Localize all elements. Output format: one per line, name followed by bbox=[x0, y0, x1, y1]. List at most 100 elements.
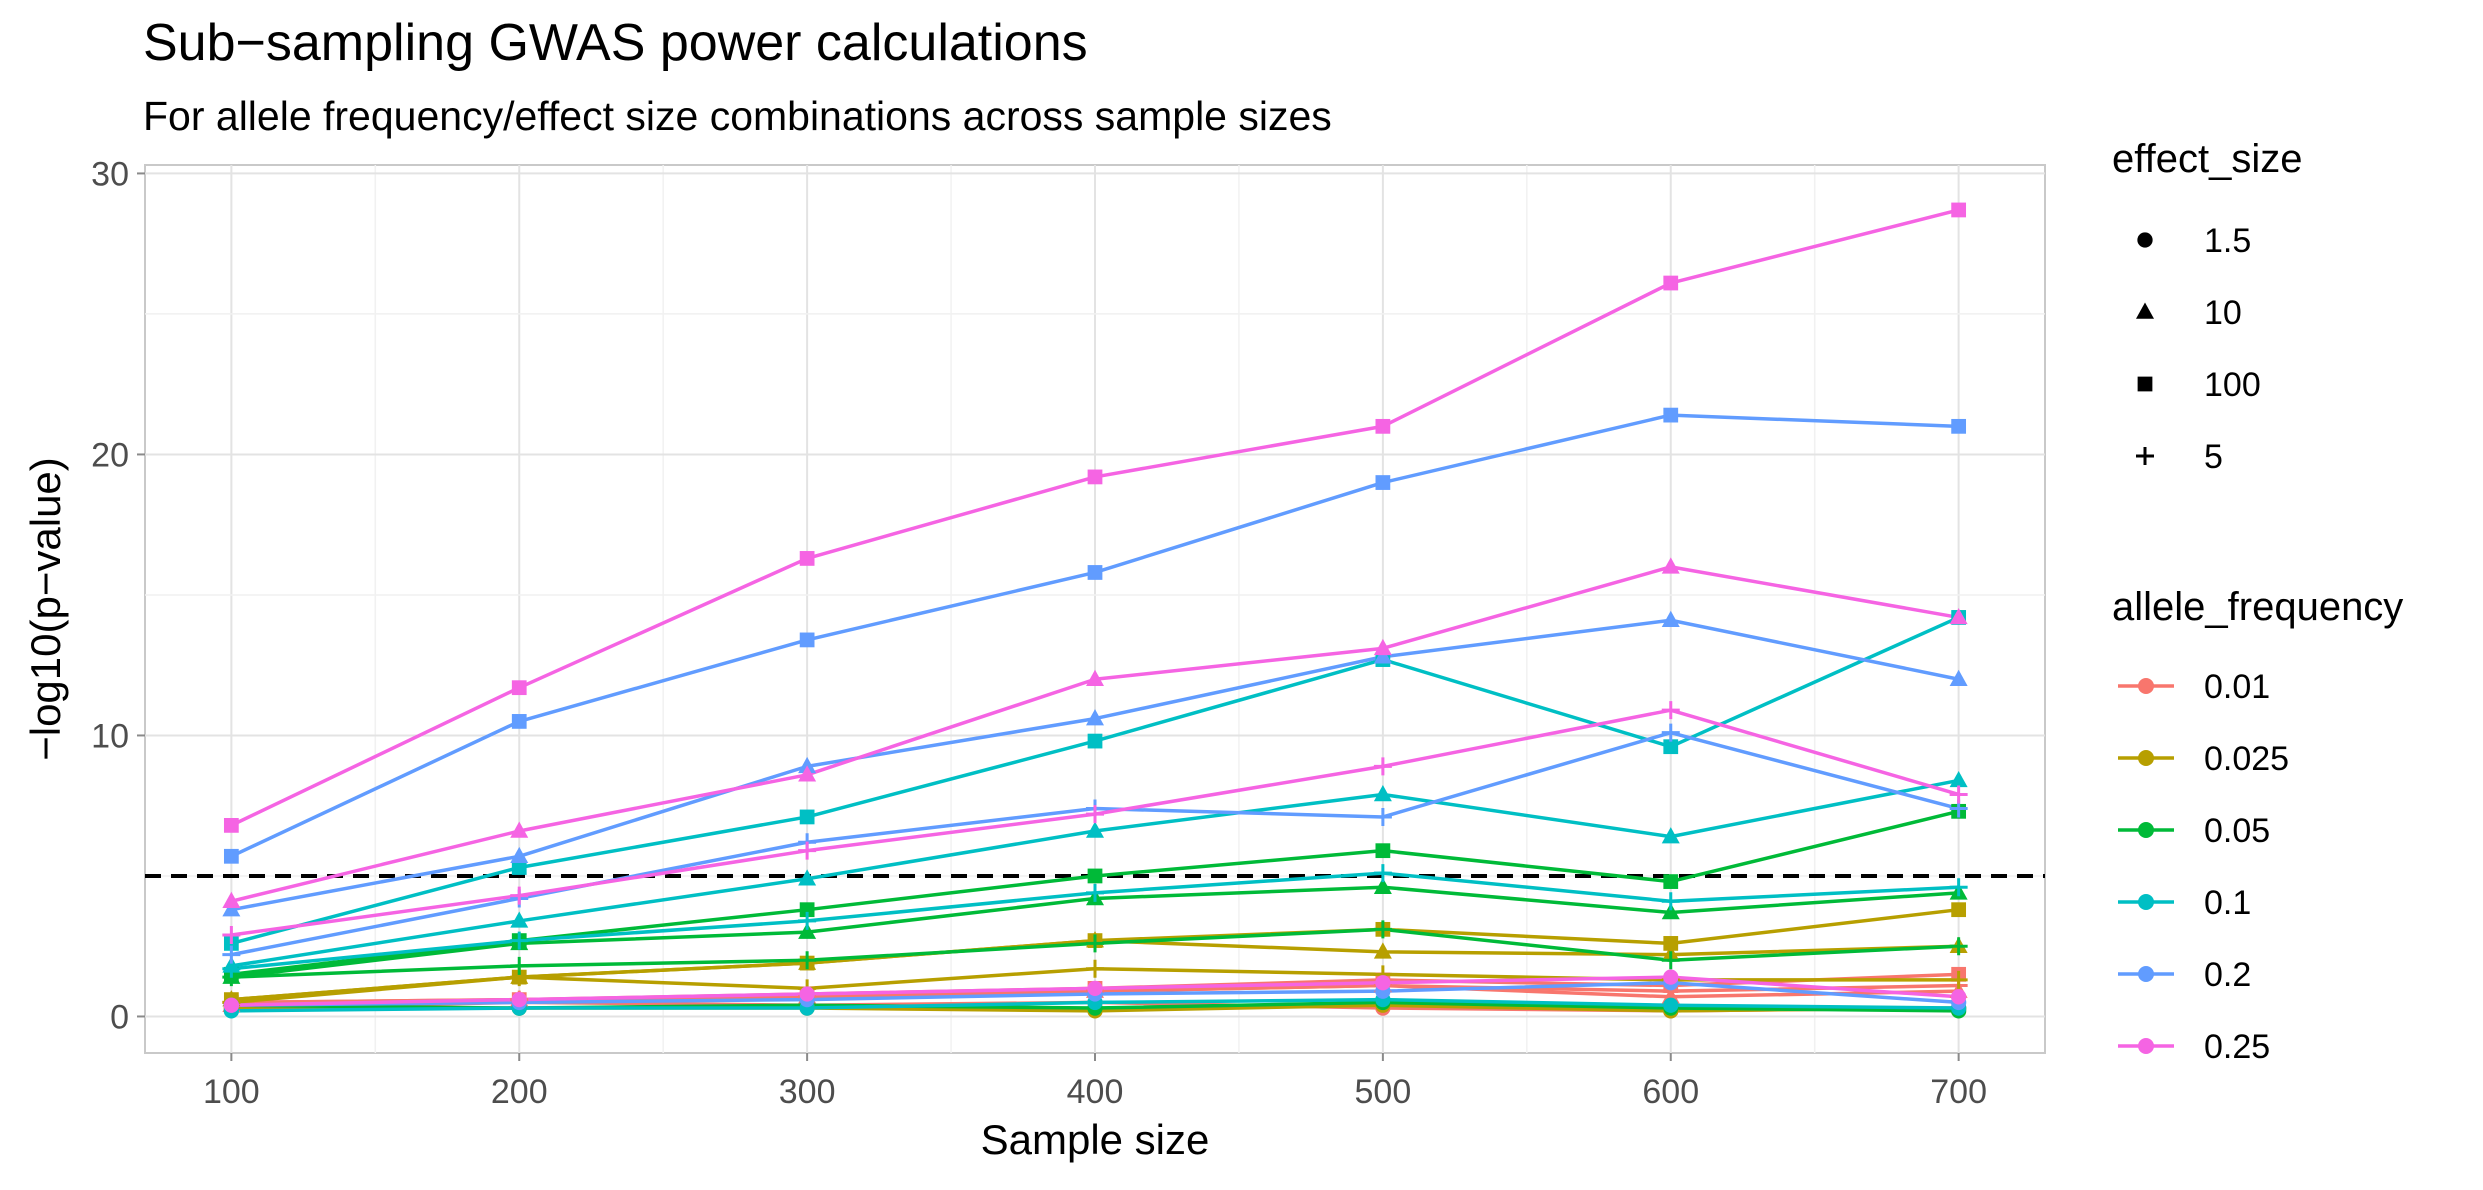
data-point-af-0.025-es-100 bbox=[1951, 902, 1967, 918]
legend-label-effect-size: 5 bbox=[2204, 438, 2223, 476]
data-point-af-0.25-es-1.5 bbox=[1375, 975, 1391, 991]
legend-key-square bbox=[2137, 376, 2153, 392]
data-point-af-0.2-es-10 bbox=[1086, 709, 1104, 726]
data-point-af-0.1-es-5 bbox=[798, 911, 817, 930]
legend-key-point bbox=[2138, 822, 2154, 838]
x-tick-label: 200 bbox=[491, 1073, 548, 1111]
data-point-af-0.25-es-5 bbox=[1661, 701, 1680, 720]
legend-label-allele-frequency: 0.1 bbox=[2204, 884, 2251, 922]
data-point-af-0.2-es-100 bbox=[1087, 565, 1103, 580]
data-point-af-0.25-es-100 bbox=[1951, 202, 1967, 218]
data-point-af-0.025-es-100 bbox=[1663, 936, 1679, 951]
data-point-af-0.1-es-10 bbox=[1949, 770, 1968, 788]
data-point-af-0.05-es-100 bbox=[1375, 843, 1391, 859]
data-point-af-0.1-es-100 bbox=[1087, 733, 1103, 749]
data-point-af-0.25-es-5 bbox=[1373, 757, 1392, 776]
data-point-af-0.25-es-100 bbox=[1087, 469, 1103, 485]
data-point-af-0.2-es-10 bbox=[510, 846, 529, 864]
data-point-af-0.25-es-100 bbox=[511, 680, 527, 696]
legend-title-allele-frequency: allele_frequency bbox=[2112, 585, 2403, 629]
data-point-af-0.2-es-10 bbox=[1373, 647, 1392, 664]
data-point-af-0.05-es-10 bbox=[798, 922, 817, 939]
data-point-af-0.025-es-10 bbox=[1373, 942, 1392, 959]
y-tick-label: 20 bbox=[91, 436, 129, 474]
x-tick-label: 300 bbox=[779, 1073, 836, 1111]
data-point-af-0.05-es-10 bbox=[1373, 877, 1392, 894]
data-point-af-0.25-es-5 bbox=[222, 925, 241, 944]
data-point-af-0.25-es-10 bbox=[1949, 607, 1968, 625]
data-point-af-0.25-es-100 bbox=[1663, 275, 1679, 291]
x-tick-label: 600 bbox=[1642, 1073, 1699, 1111]
data-point-af-0.2-es-10 bbox=[1949, 669, 1968, 687]
data-point-af-0.05-es-10 bbox=[1661, 903, 1680, 920]
data-point-af-0.1-es-5 bbox=[1086, 883, 1104, 902]
data-point-af-0.25-es-10 bbox=[510, 821, 529, 838]
legend-key-point bbox=[2138, 750, 2154, 766]
data-point-af-0.2-es-100 bbox=[1663, 407, 1679, 423]
data-point-af-0.1-es-5 bbox=[1949, 878, 1968, 897]
legend-title-effect-size: effect_size bbox=[2112, 137, 2303, 181]
data-point-af-0.25-es-1.5 bbox=[1950, 989, 1967, 1005]
data-point-af-0.1-es-5 bbox=[1373, 864, 1392, 883]
data-point-af-0.25-es-5 bbox=[510, 886, 529, 905]
x-tick-label: 400 bbox=[1067, 1073, 1124, 1111]
data-point-af-0.25-es-100 bbox=[223, 817, 239, 833]
legend-key-triangle bbox=[2136, 302, 2154, 319]
data-point-af-0.1-es-1.5 bbox=[1663, 997, 1679, 1013]
legend-allele-frequency: allele_frequency 0.01 0.025 0.05 0.1 0.2 0.25 bbox=[2112, 585, 2403, 1066]
data-point-af-0.1-es-5 bbox=[1661, 892, 1680, 911]
data-point-af-0.25-es-5 bbox=[798, 841, 817, 860]
data-point-af-0.1-es-100 bbox=[511, 860, 527, 875]
data-point-af-0.05-es-100 bbox=[1087, 868, 1103, 884]
data-point-af-0.25-es-10 bbox=[1661, 557, 1680, 574]
data-point-af-0.05-es-5 bbox=[1086, 934, 1104, 953]
data-point-af-0.05-es-5 bbox=[510, 956, 529, 975]
data-point-af-0.25-es-10 bbox=[1373, 638, 1392, 656]
data-point-af-0.25-es-1.5 bbox=[1663, 969, 1679, 985]
data-point-af-0.05-es-5 bbox=[1661, 951, 1680, 970]
chart-subtitle: For allele frequency/effect size combina… bbox=[143, 93, 1332, 139]
x-tick-label: 100 bbox=[203, 1073, 260, 1111]
legend-label-allele-frequency: 0.25 bbox=[2204, 1028, 2270, 1066]
legend-label-allele-frequency: 0.05 bbox=[2204, 812, 2270, 850]
data-point-af-0.2-es-5 bbox=[222, 945, 241, 964]
legend-label-effect-size: 100 bbox=[2204, 366, 2261, 404]
data-point-af-0.1-es-5 bbox=[510, 931, 529, 950]
data-point-af-0.1-es-10 bbox=[1373, 785, 1392, 802]
data-point-af-0.1-es-10 bbox=[1661, 827, 1680, 844]
y-tick-label: 0 bbox=[110, 998, 129, 1036]
legend-label-effect-size: 1.5 bbox=[2204, 222, 2251, 260]
data-point-af-0.25-es-1.5 bbox=[799, 986, 815, 1002]
legend-key-point bbox=[2138, 894, 2154, 910]
y-axis-ticks: 0 10 20 30 bbox=[91, 155, 145, 1036]
y-tick-label: 30 bbox=[91, 155, 129, 193]
data-point-af-0.05-es-100 bbox=[1663, 874, 1679, 889]
legend-label-allele-frequency: 0.025 bbox=[2204, 740, 2289, 778]
legend-key-point bbox=[2138, 1038, 2154, 1054]
data-point-af-0.2-es-5 bbox=[1661, 723, 1680, 742]
data-point-af-0.25-es-5 bbox=[1086, 805, 1104, 824]
data-point-af-0.25-es-1.5 bbox=[1087, 980, 1103, 997]
data-point-af-0.2-es-100 bbox=[799, 632, 815, 648]
series-points bbox=[222, 202, 1968, 1019]
data-point-af-0.1-es-100 bbox=[799, 809, 815, 825]
chart-title: Sub−sampling GWAS power calculations bbox=[143, 14, 1088, 72]
data-point-af-0.2-es-100 bbox=[1375, 475, 1391, 490]
y-axis-label: −log10(p−value) bbox=[22, 457, 69, 761]
legend-label-allele-frequency: 0.01 bbox=[2204, 668, 2270, 706]
legend-effect-size: effect_size 1.5 10 100 5 bbox=[2112, 137, 2303, 476]
data-point-af-0.025-es-5 bbox=[1086, 959, 1104, 978]
data-point-af-0.25-es-10 bbox=[222, 891, 241, 909]
legend-label-allele-frequency: 0.2 bbox=[2204, 956, 2251, 994]
x-axis-label: Sample size bbox=[981, 1116, 1210, 1163]
x-axis-ticks: 100 200 300 400 500 600 700 bbox=[203, 1053, 1987, 1111]
data-point-af-0.25-es-10 bbox=[798, 765, 817, 782]
data-point-af-0.2-es-100 bbox=[223, 848, 239, 864]
legend-key-point bbox=[2138, 966, 2154, 982]
data-point-af-0.2-es-100 bbox=[1951, 418, 1967, 434]
data-point-af-0.25-es-1.5 bbox=[511, 991, 527, 1008]
legend-label-effect-size: 10 bbox=[2204, 294, 2242, 332]
data-point-af-0.25-es-100 bbox=[1375, 418, 1391, 434]
x-tick-label: 700 bbox=[1930, 1073, 1987, 1111]
data-point-af-0.1-es-100 bbox=[1663, 739, 1679, 755]
